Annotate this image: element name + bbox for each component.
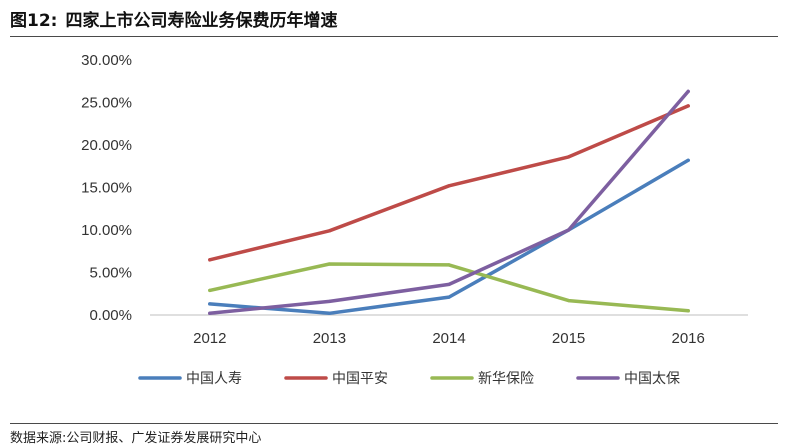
data-point [686,104,690,108]
data-point [208,302,212,306]
top-divider [10,36,778,37]
data-point [208,288,212,292]
data-point [327,229,331,233]
series-line [208,104,690,262]
y-tick-label: 15.00% [81,180,132,197]
data-point [447,282,451,286]
bottom-divider [10,423,778,424]
data-point [327,311,331,315]
data-point [208,311,212,315]
x-tick-label: 2013 [313,330,346,347]
data-point [567,155,571,159]
x-tick-label: 2012 [193,330,226,347]
data-point [447,263,451,267]
data-point [327,299,331,303]
x-tick-label: 2015 [552,330,585,347]
y-tick-label: 25.00% [81,95,132,112]
legend-label: 中国平安 [332,370,388,386]
line-chart: 0.00% 5.00% 10.00% 15.00% 20.00% 25.00% 30.00%… [81,52,748,386]
series-line [208,158,690,316]
data-point [567,298,571,303]
data-point [447,295,451,299]
series-line [208,262,690,313]
data-point [567,228,571,232]
data-point [686,309,690,313]
legend-label: 中国人寿 [186,370,242,386]
figure-title: 图12: 四家上市公司寿险业务保费历年增速 [10,6,337,31]
legend-label: 新华保险 [478,370,534,386]
y-tick-label: 0.00% [89,307,132,324]
source-note: 数据来源:公司财报、广发证券发展研究中心 [10,431,262,446]
y-tick-label: 30.00% [81,52,132,69]
legend-label: 中国太保 [624,370,680,386]
data-point [208,258,212,262]
x-tick-label: 2016 [672,330,705,347]
y-tick-label: 5.00% [89,265,132,282]
y-tick-label: 20.00% [81,137,132,154]
figure-number: 图12: [10,11,58,31]
data-point [447,184,451,188]
data-point [327,262,331,266]
data-point [686,158,690,162]
figure-title-text: 四家上市公司寿险业务保费历年增速 [65,11,338,31]
data-point [686,89,690,94]
x-tick-label: 2014 [432,330,465,347]
y-tick-label: 10.00% [81,222,132,239]
